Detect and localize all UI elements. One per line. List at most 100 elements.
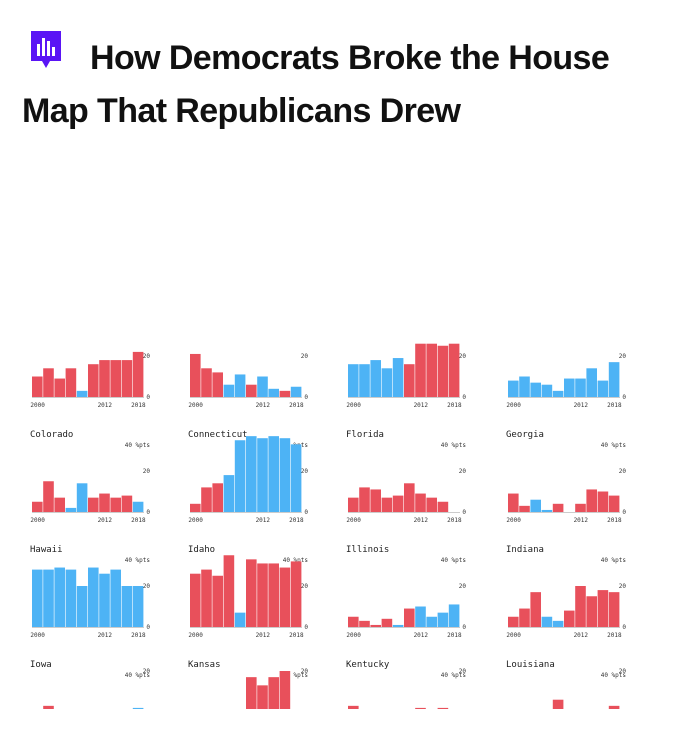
y-tick-label: 0 xyxy=(622,509,626,516)
bar xyxy=(608,362,620,397)
bar xyxy=(348,616,359,627)
x-tick-label: 2018 xyxy=(131,402,146,409)
bar xyxy=(32,569,43,627)
bar xyxy=(76,483,88,512)
panel-illinois: Illinois 40 %pts 20 0 2000 2012 2018 xyxy=(346,545,466,639)
bar xyxy=(234,440,246,512)
bar xyxy=(392,358,404,397)
bar xyxy=(212,483,223,512)
bar xyxy=(508,616,519,627)
bar xyxy=(99,573,110,627)
y-tick-label: 20 xyxy=(301,583,309,590)
x-tick-label: 2012 xyxy=(414,402,429,409)
logo-bubble-shape xyxy=(31,31,61,68)
y-tick-label: 0 xyxy=(462,509,466,516)
bar xyxy=(223,475,235,512)
unit-label: 40 %pts xyxy=(125,557,151,564)
bar xyxy=(246,384,257,397)
bar xyxy=(597,380,609,397)
y-tick-label: 20 xyxy=(301,668,309,675)
bar xyxy=(190,353,201,397)
bar xyxy=(43,569,54,627)
bar xyxy=(552,503,564,512)
panel-georgia: Georgia 40 %pts 20 0 2000 2012 2018 xyxy=(506,430,626,524)
bar xyxy=(190,573,201,627)
y-tick-label: 0 xyxy=(146,624,150,631)
bar xyxy=(76,586,88,627)
bar xyxy=(257,563,268,627)
bar xyxy=(65,507,77,512)
bar xyxy=(541,509,553,512)
bar xyxy=(530,499,541,512)
bar xyxy=(437,707,449,709)
unit-label: 40 %pts xyxy=(601,557,627,564)
bar xyxy=(32,710,43,712)
bar xyxy=(279,438,291,512)
unit-label: 40 %pts xyxy=(601,672,627,679)
bar xyxy=(223,384,235,397)
bar xyxy=(415,493,426,512)
bar xyxy=(246,436,257,512)
bar xyxy=(54,567,65,627)
bar xyxy=(448,604,460,627)
y-tick-label: 20 xyxy=(301,468,309,475)
bar xyxy=(279,671,291,709)
bar xyxy=(201,569,212,627)
x-tick-label: 2018 xyxy=(131,632,146,639)
x-tick-label: 2000 xyxy=(506,517,521,524)
bar xyxy=(552,699,564,709)
x-tick-label: 2018 xyxy=(607,517,622,524)
bar xyxy=(519,608,530,627)
bar xyxy=(212,372,223,397)
bar xyxy=(110,360,121,397)
bar xyxy=(99,360,110,397)
bar xyxy=(575,378,586,397)
bar xyxy=(359,620,370,627)
bar xyxy=(54,497,65,512)
x-tick-label: 2018 xyxy=(289,402,304,409)
bar xyxy=(415,606,426,627)
bar xyxy=(65,368,77,397)
x-tick-label: 2000 xyxy=(506,402,521,409)
y-tick-label: 0 xyxy=(622,624,626,631)
x-tick-label: 2012 xyxy=(98,517,113,524)
bar xyxy=(404,608,415,627)
state-label-georgia: Georgia xyxy=(506,430,544,440)
y-tick-label: 20 xyxy=(143,583,151,590)
bar xyxy=(268,436,279,512)
panel-panel-4: 20 0 2000 2012 2018 xyxy=(506,353,626,409)
bar xyxy=(530,592,541,627)
panel-panel-1: 20 0 2000 2012 2018 xyxy=(30,351,150,409)
bar xyxy=(597,590,609,627)
panel-panel-3: 20 0 2000 2012 2018 xyxy=(346,343,466,409)
bar xyxy=(121,586,133,627)
bar xyxy=(392,624,404,627)
bar xyxy=(348,364,359,397)
bar xyxy=(426,343,437,397)
bar xyxy=(212,575,223,627)
bar xyxy=(246,559,257,627)
x-tick-label: 2018 xyxy=(289,517,304,524)
bar xyxy=(381,618,393,627)
bar xyxy=(608,705,620,709)
y-tick-label: 0 xyxy=(622,394,626,401)
state-label-indiana: Indiana xyxy=(506,545,544,555)
bar xyxy=(121,360,133,397)
unit-label: 40 %pts xyxy=(125,442,151,449)
bar xyxy=(415,707,426,709)
bar xyxy=(201,487,212,512)
panel-panel-2: 20 0 2000 2012 2018 xyxy=(188,353,308,409)
x-tick-label: 2018 xyxy=(607,402,622,409)
bar xyxy=(519,376,530,397)
state-label-colorado: Colorado xyxy=(30,430,73,440)
bar xyxy=(404,364,415,397)
panel-hawaii: Hawaii 40 %pts 20 0 2000 2012 2018 xyxy=(30,545,150,639)
bar xyxy=(608,592,620,627)
panel-florida: Florida 40 %pts 20 0 2000 2012 2018 xyxy=(346,430,466,524)
y-tick-label: 20 xyxy=(459,468,467,475)
x-tick-label: 2012 xyxy=(574,402,589,409)
bar xyxy=(359,487,370,512)
bar xyxy=(404,483,415,512)
